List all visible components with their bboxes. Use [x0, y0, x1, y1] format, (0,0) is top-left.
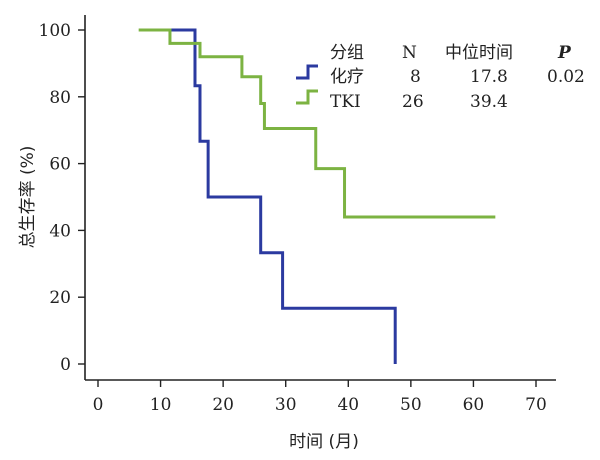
legend-header-p: P	[557, 43, 572, 63]
legend-p-value: 0.02	[547, 67, 585, 87]
x-tick-label: 20	[212, 395, 234, 415]
x-tick-label: 60	[463, 395, 485, 415]
axes	[84, 15, 556, 381]
y-axis-title: 总生存率 (%)	[18, 146, 38, 249]
x-tick-label: 10	[150, 395, 172, 415]
legend-swatch-tki	[296, 89, 318, 105]
x-tick-label: 0	[93, 395, 104, 415]
legend-n-chemo: 8	[410, 67, 421, 87]
series-group	[138, 28, 496, 364]
legend: 分组 N 中位时间 P 化疗 8 17.8 0.02 TKI 26 39.4	[296, 43, 585, 112]
y-tick-label: 80	[49, 88, 71, 108]
x-axis-title: 时间 (月)	[289, 432, 359, 452]
legend-label-tki: TKI	[330, 92, 361, 112]
legend-median-tki: 39.4	[470, 92, 508, 112]
legend-median-chemo: 17.8	[470, 67, 508, 87]
x-tick-label: 70	[525, 395, 547, 415]
y-tick-label: 100	[39, 21, 71, 41]
x-tick-label: 40	[337, 395, 359, 415]
chemo-survival-curve	[166, 28, 397, 364]
legend-header-group: 分组	[330, 43, 364, 63]
y-tick-label: 60	[49, 155, 71, 175]
x-tick-label: 30	[275, 395, 297, 415]
ticks: 0 10 20 30 40 50 60 70 0 20 40 60 80 100	[39, 21, 547, 415]
legend-header-median: 中位时间	[445, 43, 513, 63]
x-tick-label: 50	[400, 395, 422, 415]
tki-survival-curve	[138, 28, 496, 219]
y-tick-label: 20	[49, 288, 71, 308]
y-tick-label: 0	[60, 355, 71, 375]
y-tick-label: 40	[49, 221, 71, 241]
legend-label-chemo: 化疗	[330, 67, 364, 87]
legend-n-tki: 26	[402, 92, 424, 112]
legend-swatch-chemo	[296, 64, 318, 80]
legend-header-n: N	[402, 43, 417, 63]
